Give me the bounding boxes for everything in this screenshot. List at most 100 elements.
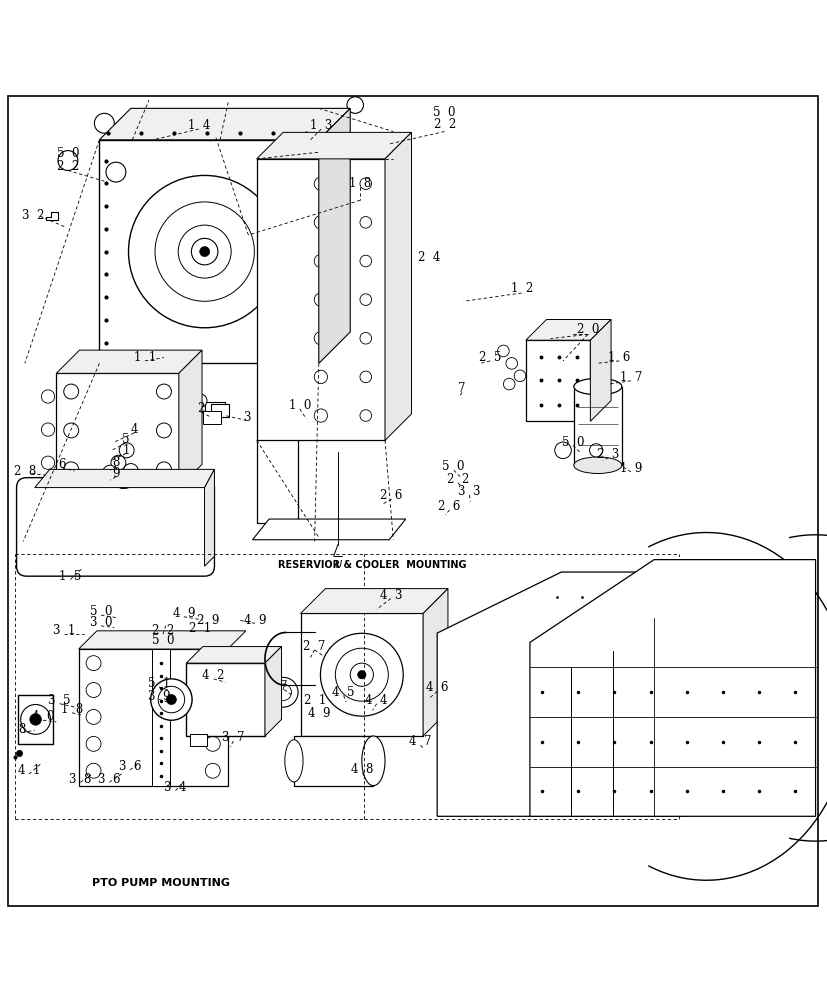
Bar: [203, 411, 221, 424]
Bar: [579, 605, 657, 705]
Circle shape: [119, 473, 129, 483]
Text: PTO PUMP MOUNTING: PTO PUMP MOUNTING: [93, 878, 230, 888]
Circle shape: [503, 378, 514, 390]
Bar: [99, 140, 318, 363]
Circle shape: [314, 293, 327, 306]
Circle shape: [64, 423, 79, 438]
Text: 3: 3: [242, 411, 251, 424]
Text: 2  1: 2 1: [304, 694, 325, 707]
Bar: [455, 745, 529, 793]
Text: 3  8: 3 8: [69, 773, 92, 786]
Circle shape: [360, 178, 371, 190]
Circle shape: [303, 159, 314, 170]
Bar: [547, 739, 618, 785]
Text: 5: 5: [122, 433, 130, 446]
Bar: [639, 767, 649, 796]
Polygon shape: [529, 560, 815, 816]
Circle shape: [194, 394, 207, 407]
Text: 1  8: 1 8: [61, 703, 83, 716]
Circle shape: [30, 714, 41, 725]
Text: 4  6: 4 6: [425, 681, 448, 694]
Text: 4  4: 4 4: [365, 694, 388, 707]
Text: 1  9: 1 9: [619, 462, 642, 475]
Circle shape: [156, 462, 171, 477]
Circle shape: [41, 390, 55, 403]
Text: 1  0: 1 0: [288, 399, 311, 412]
Text: 2  7: 2 7: [303, 640, 326, 653]
Polygon shape: [300, 589, 447, 613]
Circle shape: [268, 677, 298, 707]
Polygon shape: [423, 589, 447, 736]
Circle shape: [554, 442, 571, 459]
Text: 7: 7: [457, 382, 466, 395]
Polygon shape: [204, 469, 214, 566]
Circle shape: [360, 410, 371, 421]
Ellipse shape: [573, 378, 621, 395]
Polygon shape: [35, 469, 214, 488]
Circle shape: [86, 683, 101, 697]
Bar: [474, 618, 573, 721]
Circle shape: [205, 709, 220, 724]
Circle shape: [128, 175, 280, 328]
Circle shape: [64, 384, 79, 399]
Circle shape: [205, 656, 220, 671]
Circle shape: [303, 246, 314, 257]
Text: 3  5: 3 5: [48, 694, 71, 707]
Text: 7: 7: [280, 680, 288, 693]
Polygon shape: [590, 319, 610, 421]
Text: 4: 4: [130, 423, 138, 436]
Text: 9: 9: [112, 467, 120, 480]
Text: 2  3: 2 3: [596, 448, 619, 461]
Text: 2  9: 2 9: [197, 614, 220, 627]
Circle shape: [41, 456, 55, 469]
Text: 1: 1: [122, 444, 129, 457]
Text: 3  1: 3 1: [52, 624, 75, 637]
Circle shape: [303, 202, 314, 214]
Text: 4  8: 4 8: [351, 763, 374, 776]
Text: 6: 6: [58, 458, 66, 471]
Circle shape: [360, 255, 371, 267]
Polygon shape: [437, 572, 685, 816]
Circle shape: [314, 370, 327, 384]
Text: 4  2: 4 2: [202, 669, 225, 682]
Circle shape: [314, 332, 327, 345]
Circle shape: [314, 216, 327, 229]
Circle shape: [86, 763, 101, 778]
Polygon shape: [79, 631, 246, 649]
Text: 2  0: 2 0: [576, 323, 599, 336]
Circle shape: [156, 423, 171, 438]
Bar: [623, 767, 633, 796]
Circle shape: [115, 474, 130, 488]
Circle shape: [275, 684, 291, 701]
Text: 4  9: 4 9: [243, 614, 266, 627]
Bar: [675, 767, 685, 796]
Text: 3  6: 3 6: [98, 773, 121, 786]
Bar: [190, 734, 207, 746]
Bar: [186, 663, 265, 736]
Text: 4  9: 4 9: [172, 607, 195, 620]
Ellipse shape: [361, 736, 385, 786]
Circle shape: [123, 464, 138, 478]
Text: 1  2: 1 2: [510, 282, 532, 295]
Text: U: U: [334, 560, 341, 570]
Bar: [56, 373, 179, 488]
Circle shape: [303, 333, 314, 344]
Bar: [658, 767, 668, 796]
Bar: [525, 340, 590, 421]
Circle shape: [205, 683, 220, 697]
Text: 4  5: 4 5: [332, 686, 355, 699]
Text: 3  0: 3 0: [89, 616, 112, 629]
Circle shape: [514, 370, 525, 382]
Circle shape: [191, 238, 218, 265]
Text: 2  2: 2 2: [57, 160, 79, 173]
Text: 1  5: 1 5: [59, 570, 82, 583]
Bar: [79, 649, 227, 786]
Circle shape: [314, 409, 327, 422]
Text: 8: 8: [112, 456, 119, 469]
Circle shape: [589, 444, 602, 457]
Text: 2  2: 2 2: [447, 473, 468, 486]
Circle shape: [113, 467, 135, 488]
Text: 1  1: 1 1: [134, 351, 155, 364]
Text: 2  4: 2 4: [417, 251, 440, 264]
Text: 5  0: 5 0: [561, 436, 584, 449]
